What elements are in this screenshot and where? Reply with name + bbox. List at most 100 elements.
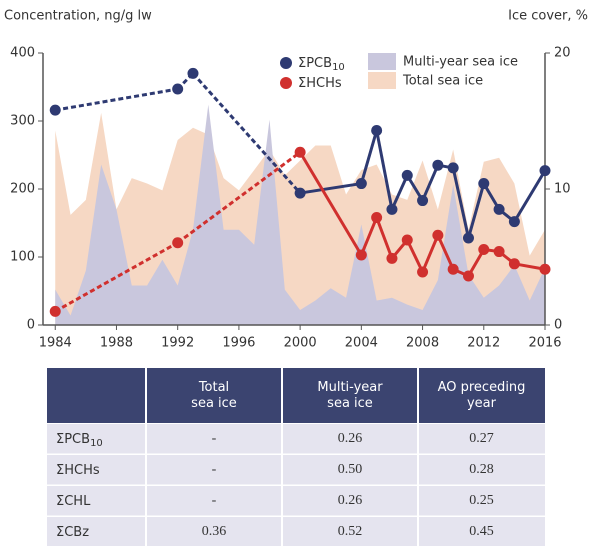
area: [55, 104, 546, 326]
marker: [462, 232, 474, 244]
table-cell: 0.36: [202, 524, 227, 539]
marker: [493, 246, 505, 258]
table-row-bg: [47, 517, 545, 546]
table-row-bg: [47, 455, 545, 485]
table-row-bg: [47, 486, 545, 516]
header-line: sea ice: [327, 396, 373, 411]
line-segment: [405, 239, 424, 273]
x-tick-label: 2008: [406, 336, 439, 351]
line-segment: [54, 241, 179, 313]
y2-tick-label: 0: [554, 318, 562, 333]
x-tick-label: 1996: [222, 336, 255, 351]
y-tick-label: 0: [27, 318, 35, 333]
x-tick-label: 2016: [528, 336, 561, 351]
x-tick-label: 2012: [467, 336, 500, 351]
row-label: ΣHCHs: [56, 463, 100, 478]
y-tick-label: 300: [10, 114, 35, 129]
header-line: Multi-year: [317, 380, 383, 395]
marker: [49, 305, 61, 317]
table-row-bg: [47, 424, 545, 454]
marker: [355, 178, 367, 190]
table-header: Total sea ice: [191, 380, 237, 411]
line-segment: [359, 130, 379, 184]
legend-swatch: [368, 53, 396, 70]
marker: [49, 104, 61, 116]
marker: [401, 169, 413, 181]
marker: [432, 229, 444, 241]
line-segment: [298, 151, 363, 256]
marker: [294, 146, 306, 158]
x-tick-label: 1992: [161, 336, 194, 351]
row-label: ΣCBz: [56, 525, 89, 540]
legend-label: Multi-year sea ice: [403, 55, 518, 70]
y2-tick-label: 20: [554, 46, 571, 61]
legend-marker: [280, 77, 292, 89]
line-segment: [390, 174, 409, 211]
marker: [355, 249, 367, 261]
marker: [447, 263, 459, 275]
marker: [187, 67, 199, 79]
row-label: ΣPCB10: [56, 432, 103, 450]
marker: [493, 203, 505, 215]
row-label-text: ΣPCB: [56, 432, 90, 447]
legend-text: ΣHCHs: [298, 76, 342, 91]
legend-label: ΣPCB10: [298, 56, 345, 74]
row-label-text: ΣCHL: [56, 494, 91, 509]
marker: [386, 252, 398, 264]
marker: [386, 203, 398, 215]
line-segment: [451, 167, 470, 239]
marker: [401, 234, 413, 246]
header-line: year: [467, 396, 497, 411]
legend-label: ΣHCHs: [298, 76, 342, 91]
line-segment: [299, 182, 362, 195]
x-tick-label: 1984: [39, 336, 72, 351]
table-cell: 0.52: [338, 524, 363, 539]
table-cell: -: [212, 493, 217, 508]
line-segment: [421, 234, 440, 273]
line-segment: [191, 72, 302, 195]
legend-swatch: [368, 72, 396, 89]
marker: [371, 125, 383, 137]
line-segment: [375, 130, 394, 210]
header-line: AO preceding: [438, 380, 526, 395]
table-cell: 0.27: [469, 431, 494, 446]
line-segment: [375, 217, 394, 259]
line-segment: [513, 169, 547, 223]
row-label-text: ΣCBz: [56, 525, 89, 540]
marker: [478, 178, 490, 190]
y-axis-label: Concentration, ng/g lw: [4, 9, 152, 24]
marker: [508, 216, 520, 228]
header-line: Total: [198, 380, 229, 395]
marker: [462, 270, 474, 282]
table-cell: 0.26: [338, 493, 363, 508]
line-segment: [467, 183, 486, 239]
marker: [478, 244, 490, 256]
table-cell: 0.45: [469, 524, 494, 539]
x-tick-label: 2004: [345, 336, 378, 351]
table-cell: 0.25: [469, 493, 494, 508]
legend-marker: [280, 57, 292, 69]
marker: [432, 159, 444, 171]
table-cell: 0.26: [338, 431, 363, 446]
marker: [294, 187, 306, 199]
line-segment: [176, 151, 302, 244]
row-label-sub: 10: [90, 438, 103, 449]
legend-label: Total sea ice: [402, 74, 483, 89]
table-cell: -: [212, 462, 217, 477]
y-tick-label: 200: [10, 182, 35, 197]
legend-text: ΣPCB: [298, 56, 332, 71]
marker: [539, 165, 551, 177]
header-line: sea ice: [191, 396, 237, 411]
table-cell: -: [212, 431, 217, 446]
table-header: Multi-year sea ice: [317, 380, 383, 411]
marker: [172, 83, 184, 95]
table-header: AO preceding year: [438, 380, 526, 411]
y-tick-label: 100: [10, 250, 35, 265]
table-header-bg: [47, 368, 545, 423]
marker: [539, 263, 551, 275]
y2-axis-label: Ice cover, %: [508, 9, 588, 24]
x-tick-label: 2000: [284, 336, 317, 351]
table-cell: 0.28: [469, 462, 494, 477]
table-cell: 0.50: [338, 462, 363, 477]
